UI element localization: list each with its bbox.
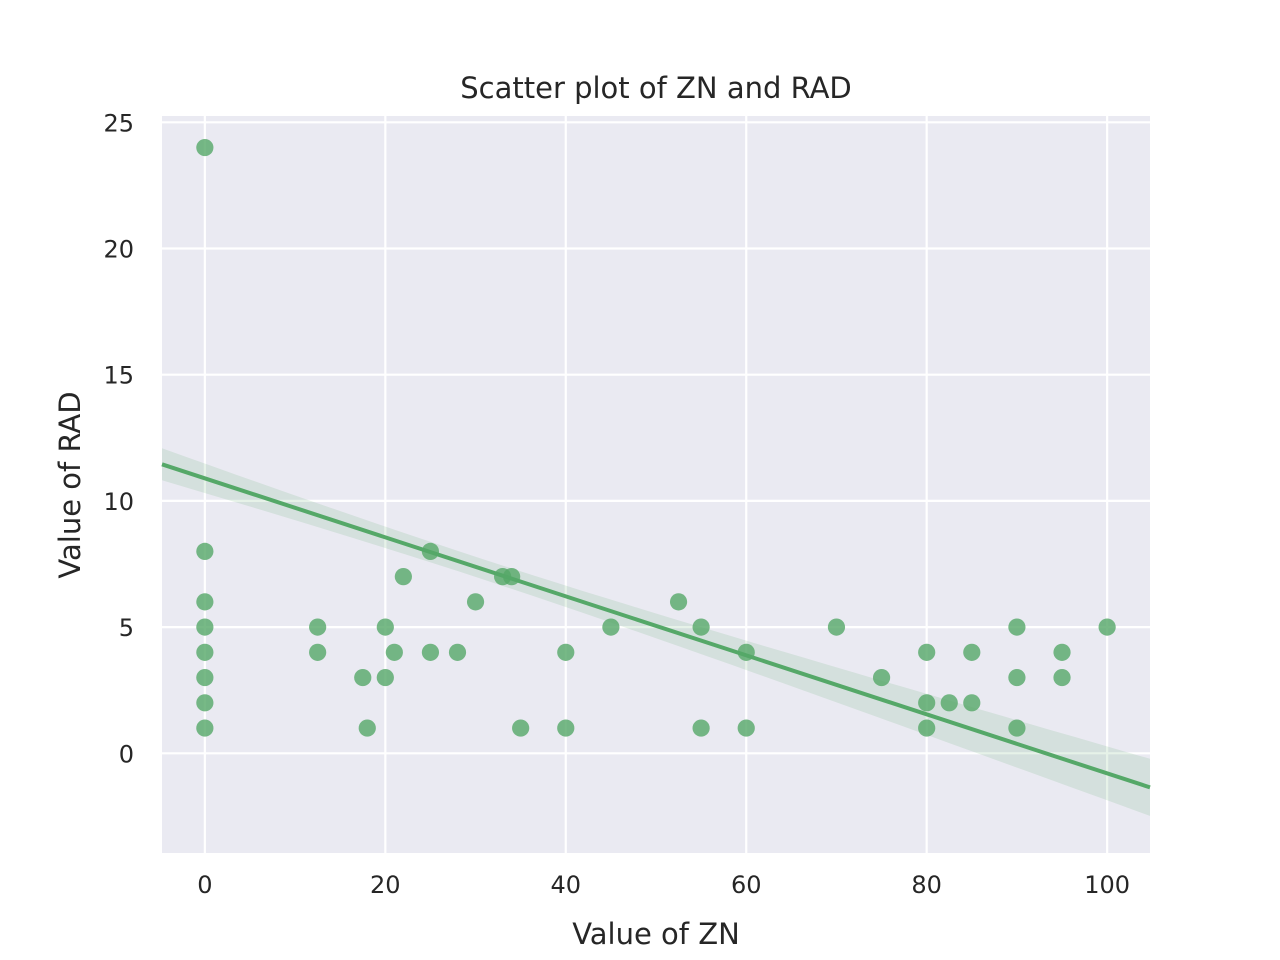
data-point bbox=[354, 668, 372, 687]
data-point bbox=[1053, 643, 1071, 661]
x-tick-label: 100 bbox=[1084, 871, 1130, 899]
x-tick-label: 40 bbox=[550, 871, 581, 899]
data-point bbox=[1008, 719, 1026, 737]
data-point bbox=[196, 719, 214, 737]
data-point bbox=[448, 643, 467, 661]
data-point bbox=[394, 568, 412, 586]
y-tick-label: 10 bbox=[103, 488, 134, 516]
data-point bbox=[196, 593, 214, 611]
x-tick-label: 0 bbox=[197, 871, 212, 899]
x-tick-label: 80 bbox=[911, 871, 942, 899]
data-point bbox=[918, 694, 936, 712]
data-point bbox=[196, 138, 214, 157]
data-point bbox=[376, 668, 394, 687]
data-point bbox=[557, 719, 575, 737]
data-point bbox=[918, 719, 936, 737]
regression-line-layer bbox=[161, 462, 1151, 790]
data-point bbox=[196, 694, 214, 712]
data-point bbox=[692, 618, 710, 636]
y-tick-label: 0 bbox=[119, 740, 134, 768]
data-point bbox=[557, 643, 575, 661]
data-point bbox=[309, 618, 327, 636]
data-point bbox=[376, 618, 394, 636]
data-point bbox=[309, 643, 327, 661]
data-point bbox=[872, 668, 891, 687]
data-point bbox=[602, 618, 620, 636]
data-point bbox=[918, 643, 936, 661]
data-points bbox=[196, 138, 1116, 737]
confidence-band-layer bbox=[162, 448, 1150, 816]
data-point bbox=[827, 618, 846, 636]
chart-title: Scatter plot of ZN and RAD bbox=[460, 71, 852, 105]
data-point bbox=[421, 643, 440, 661]
data-point bbox=[196, 542, 214, 560]
data-point bbox=[196, 668, 214, 687]
data-point bbox=[737, 719, 755, 737]
confidence-band bbox=[162, 448, 1150, 816]
x-tick-label: 20 bbox=[370, 871, 401, 899]
data-point bbox=[940, 694, 958, 712]
data-point bbox=[1008, 618, 1026, 636]
y-axis-label: Value of RAD bbox=[53, 391, 87, 578]
plot-background bbox=[162, 116, 1150, 853]
data-point bbox=[385, 643, 403, 661]
data-point bbox=[1098, 618, 1116, 636]
data-point bbox=[358, 719, 376, 737]
y-tick-label: 25 bbox=[103, 109, 134, 137]
data-point bbox=[512, 719, 530, 737]
data-point bbox=[466, 593, 485, 611]
data-point bbox=[1053, 668, 1071, 687]
data-point bbox=[196, 618, 214, 636]
x-tick-labels: 0 20 40 60 80 100 bbox=[197, 871, 1130, 899]
data-point bbox=[1008, 668, 1026, 687]
y-tick-label: 15 bbox=[103, 362, 134, 390]
y-tick-label: 20 bbox=[103, 236, 134, 264]
data-point bbox=[669, 593, 688, 611]
grid-lines bbox=[162, 116, 1150, 853]
regression-line bbox=[161, 462, 1151, 790]
y-tick-label: 5 bbox=[119, 614, 134, 642]
y-tick-labels: 0 5 10 15 20 25 bbox=[103, 109, 134, 768]
data-point bbox=[963, 643, 981, 661]
data-point bbox=[692, 719, 710, 737]
data-point bbox=[963, 694, 981, 712]
data-point bbox=[196, 643, 214, 661]
x-axis-label: Value of ZN bbox=[572, 917, 740, 951]
x-tick-label: 60 bbox=[731, 871, 762, 899]
